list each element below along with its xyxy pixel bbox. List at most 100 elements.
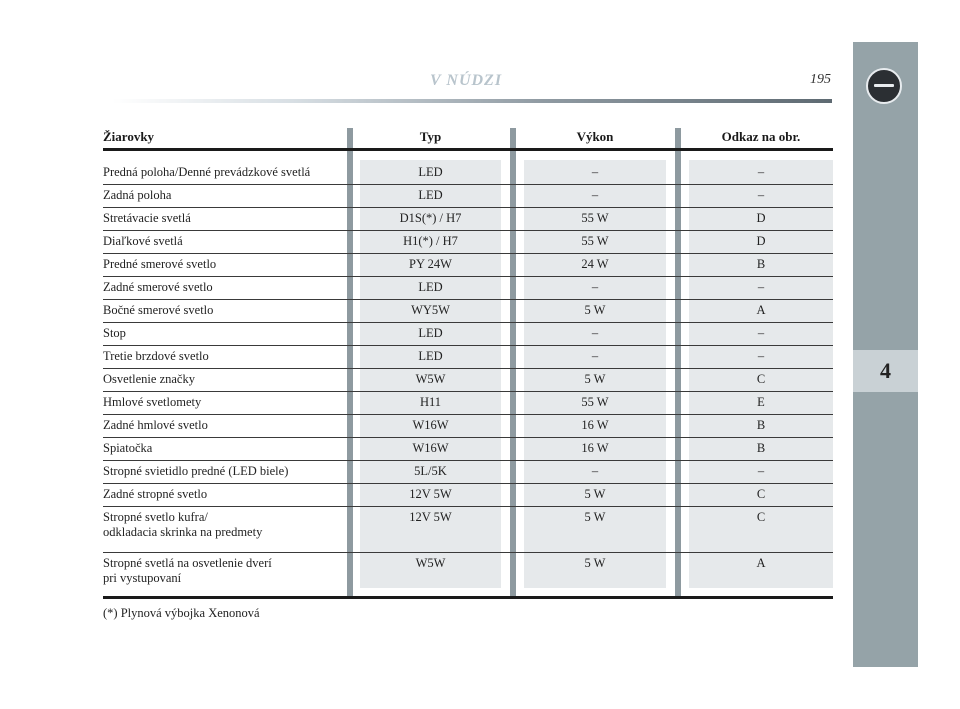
- bulb-type-cell: D1S(*) / H7: [399, 211, 462, 225]
- row-divider: [103, 414, 833, 415]
- bulb-name-cell: Stretávacie svetlá: [103, 211, 191, 225]
- bulb-figure-ref-cell: D: [756, 234, 766, 248]
- bulb-name-cell: Diaľkové svetlá: [103, 234, 183, 248]
- row-divider: [103, 345, 833, 346]
- bulb-power-cell: 55 W: [581, 395, 609, 409]
- bulb-power-cell: –: [591, 349, 599, 363]
- bulb-figure-ref-cell: A: [756, 303, 766, 317]
- bulb-name-cell: Bočné smerové svetlo: [103, 303, 214, 317]
- row-divider: [103, 437, 833, 438]
- bulb-figure-ref-cell: –: [757, 464, 765, 478]
- bulb-name-cell: Predná poloha/Denné prevádzkové svetlá: [103, 165, 311, 179]
- bulb-type-cell: H11: [419, 395, 442, 409]
- bulb-type-cell: 12V 5W: [409, 510, 452, 524]
- odkaz-column-bg: [689, 160, 833, 588]
- header-rule: [103, 148, 833, 151]
- bulb-power-cell: 5 W: [584, 510, 606, 524]
- bulb-figure-ref-cell: –: [757, 349, 765, 363]
- bulb-power-cell: 5 W: [584, 556, 606, 570]
- header-divider: [112, 99, 832, 103]
- row-divider: [103, 207, 833, 208]
- bulb-name-cell: Zadná poloha: [103, 188, 172, 202]
- footnote: (*) Plynová výbojka Xenonová: [103, 606, 260, 620]
- row-divider: [103, 506, 833, 507]
- row-divider: [103, 230, 833, 231]
- bulb-type-cell: W5W: [415, 556, 446, 570]
- typ-column-bg: [360, 160, 501, 588]
- chapter-number: 4: [853, 350, 918, 392]
- column-separator: [675, 128, 681, 598]
- bulb-figure-ref-cell: –: [757, 165, 765, 179]
- bulb-figure-ref-cell: –: [757, 326, 765, 340]
- row-divider: [103, 460, 833, 461]
- bulb-figure-ref-cell: –: [757, 280, 765, 294]
- bulb-type-cell: 5L/5K: [414, 464, 447, 478]
- bulb-type-cell: 12V 5W: [409, 487, 452, 501]
- bulb-power-cell: 5 W: [584, 372, 606, 386]
- bulb-figure-ref-cell: C: [756, 372, 766, 386]
- row-divider: [103, 391, 833, 392]
- row-divider: [103, 276, 833, 277]
- bulb-power-cell: 16 W: [581, 418, 609, 432]
- bulb-name-cell: Spiatočka: [103, 441, 153, 455]
- page-number: 195: [810, 72, 831, 87]
- bulb-name-cell: Zadné stropné svetlo: [103, 487, 208, 501]
- bulb-power-cell: 5 W: [584, 303, 606, 317]
- bulb-power-cell: 5 W: [584, 487, 606, 501]
- table-bottom-rule: [103, 596, 833, 599]
- column-separator: [510, 128, 516, 598]
- column-separator: [347, 128, 353, 598]
- bulb-type-cell: W5W: [415, 372, 446, 386]
- bulb-name-cell: Zadné smerové svetlo: [103, 280, 213, 294]
- bulb-type-cell: LED: [418, 188, 443, 202]
- bulb-type-cell: W16W: [412, 418, 449, 432]
- vykon-column-bg: [524, 160, 666, 588]
- bulb-figure-ref-cell: –: [757, 188, 765, 202]
- bulb-name-cell: Osvetlenie značky: [103, 372, 195, 386]
- bulb-type-cell: LED: [418, 280, 443, 294]
- bulb-name-cell: Hmlové svetlomety: [103, 395, 202, 409]
- bulb-power-cell: 55 W: [581, 234, 609, 248]
- bulb-name-cell: Stropné svetlo kufra/ odkladacia skrinka…: [103, 510, 263, 539]
- bulb-power-cell: –: [591, 464, 599, 478]
- row-divider: [103, 184, 833, 185]
- row-divider: [103, 322, 833, 323]
- bulb-figure-ref-cell: B: [756, 257, 766, 271]
- bulb-figure-ref-cell: D: [756, 211, 766, 225]
- bulb-name-cell: Stropné svietidlo predné (LED biele): [103, 464, 289, 478]
- bulb-name-cell: Stop: [103, 326, 126, 340]
- header-typ: Typ: [419, 129, 442, 144]
- bulb-type-cell: LED: [418, 326, 443, 340]
- bulb-power-cell: –: [591, 326, 599, 340]
- bulb-power-cell: –: [591, 280, 599, 294]
- bulb-name-cell: Predné smerové svetlo: [103, 257, 217, 271]
- bulb-figure-ref-cell: C: [756, 487, 766, 501]
- bulb-power-cell: 24 W: [581, 257, 609, 271]
- bulb-figure-ref-cell: E: [757, 395, 765, 409]
- header-odkaz: Odkaz na obr.: [721, 129, 801, 144]
- row-divider: [103, 299, 833, 300]
- lancia-logo-icon: [866, 68, 902, 104]
- row-divider: [103, 483, 833, 484]
- bulb-name-cell: Tretie brzdové svetlo: [103, 349, 209, 363]
- bulb-type-cell: LED: [418, 165, 443, 179]
- row-divider: [103, 368, 833, 369]
- bulb-figure-ref-cell: C: [756, 510, 766, 524]
- page-header-title: V NÚDZI: [430, 72, 503, 89]
- bulb-power-cell: –: [591, 165, 599, 179]
- bulb-power-cell: –: [591, 188, 599, 202]
- bulb-power-cell: 55 W: [581, 211, 609, 225]
- bulb-type-cell: WY5W: [411, 303, 450, 317]
- bulb-figure-ref-cell: A: [756, 556, 766, 570]
- bulb-name-cell: Zadné hmlové svetlo: [103, 418, 208, 432]
- bulb-figure-ref-cell: B: [756, 418, 766, 432]
- bulb-type-cell: W16W: [412, 441, 449, 455]
- row-divider: [103, 253, 833, 254]
- header-vykon: Výkon: [576, 129, 614, 144]
- row-divider: [103, 552, 833, 553]
- bulb-power-cell: 16 W: [581, 441, 609, 455]
- bulb-name-cell: Stropné svetlá na osvetlenie dverí pri v…: [103, 556, 272, 585]
- header-ziarovky: Žiarovky: [103, 129, 155, 144]
- bulb-type-cell: LED: [418, 349, 443, 363]
- bulb-type-cell: PY 24W: [409, 257, 452, 271]
